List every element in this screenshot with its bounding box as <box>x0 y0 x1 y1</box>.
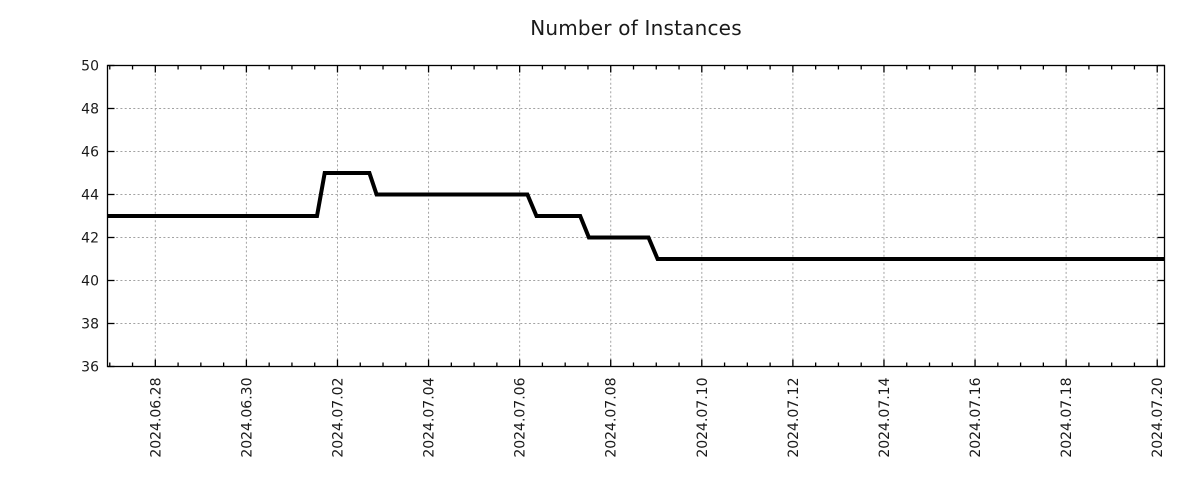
x-tick-label: 2024.06.28 <box>148 378 164 458</box>
y-tick-label: 44 <box>81 188 99 204</box>
y-tick-label: 42 <box>81 231 99 247</box>
y-tick-label: 38 <box>81 317 99 333</box>
y-tick-label: 48 <box>81 102 99 118</box>
x-tick-label: 2024.07.08 <box>604 378 620 458</box>
y-tick-label: 36 <box>81 360 99 376</box>
y-tick-label: 40 <box>81 274 99 290</box>
x-tick-label: 2024.07.06 <box>513 377 529 457</box>
y-tick-label: 50 <box>81 59 99 75</box>
x-tick-label: 2024.06.30 <box>239 378 255 458</box>
chart-title: Number of Instances <box>530 16 742 40</box>
x-tick-label: 2024.07.02 <box>330 378 346 458</box>
y-tick-label: 46 <box>81 145 99 161</box>
x-tick-label: 2024.07.18 <box>1059 378 1075 458</box>
x-tick-label: 2024.07.20 <box>1150 378 1166 458</box>
x-tick-label: 2024.07.16 <box>968 377 984 457</box>
x-tick-label: 2024.07.04 <box>422 377 438 457</box>
data-series-line-instances <box>107 171 1165 261</box>
x-tick-label: 2024.07.12 <box>786 378 802 458</box>
x-tick-label: 2024.07.10 <box>695 378 711 458</box>
x-tick-label: 2024.07.14 <box>877 377 893 457</box>
